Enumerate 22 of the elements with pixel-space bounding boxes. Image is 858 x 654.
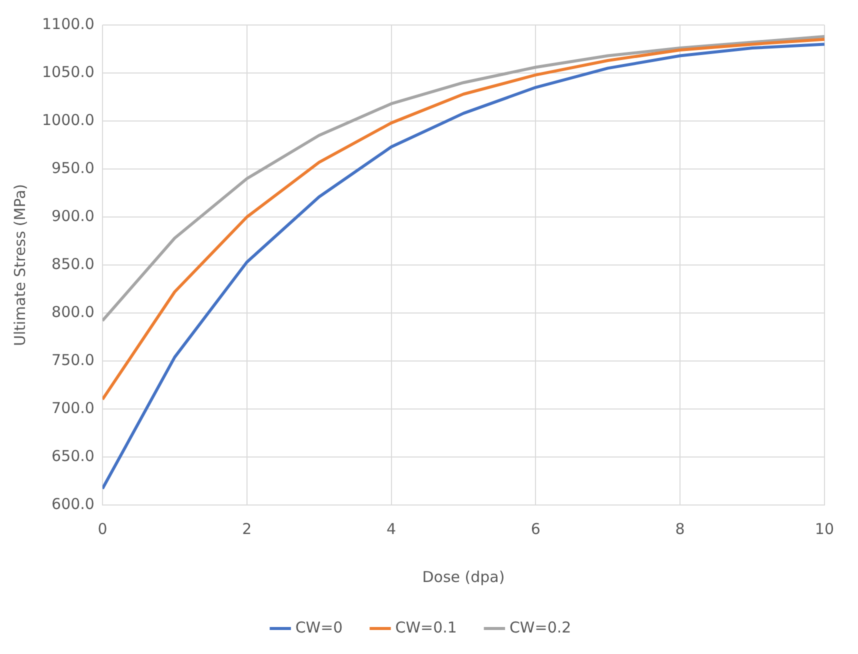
legend-label: CW=0.1 bbox=[395, 618, 457, 636]
x-tick-label: 6 bbox=[530, 520, 540, 538]
y-tick-label: 950.0 bbox=[52, 158, 94, 177]
x-tick-label: 0 bbox=[98, 520, 108, 538]
x-tick-label: 10 bbox=[814, 520, 834, 538]
x-tick-label: 2 bbox=[242, 520, 252, 538]
legend-label: CW=0 bbox=[295, 618, 343, 636]
x-tick-label: 8 bbox=[675, 520, 685, 538]
y-tick-label: 1000.0 bbox=[42, 110, 94, 129]
x-axis-title: Dose (dpa) bbox=[422, 568, 505, 586]
y-tick-label: 1050.0 bbox=[42, 62, 94, 81]
legend-label: CW=0.2 bbox=[509, 618, 572, 636]
y-tick-label: 600.0 bbox=[52, 494, 94, 513]
y-tick-label: 750.0 bbox=[52, 350, 94, 369]
y-tick-label: 700.0 bbox=[52, 398, 94, 417]
y-tick-label: 900.0 bbox=[52, 206, 94, 225]
x-tick-label: 4 bbox=[386, 520, 396, 538]
y-axis-title: Ultimate Stress (MPa) bbox=[10, 184, 29, 346]
y-tick-label: 1100.0 bbox=[42, 14, 94, 33]
y-tick-label: 850.0 bbox=[52, 254, 94, 273]
y-tick-label: 650.0 bbox=[52, 446, 94, 465]
y-tick-label: 800.0 bbox=[52, 302, 94, 321]
